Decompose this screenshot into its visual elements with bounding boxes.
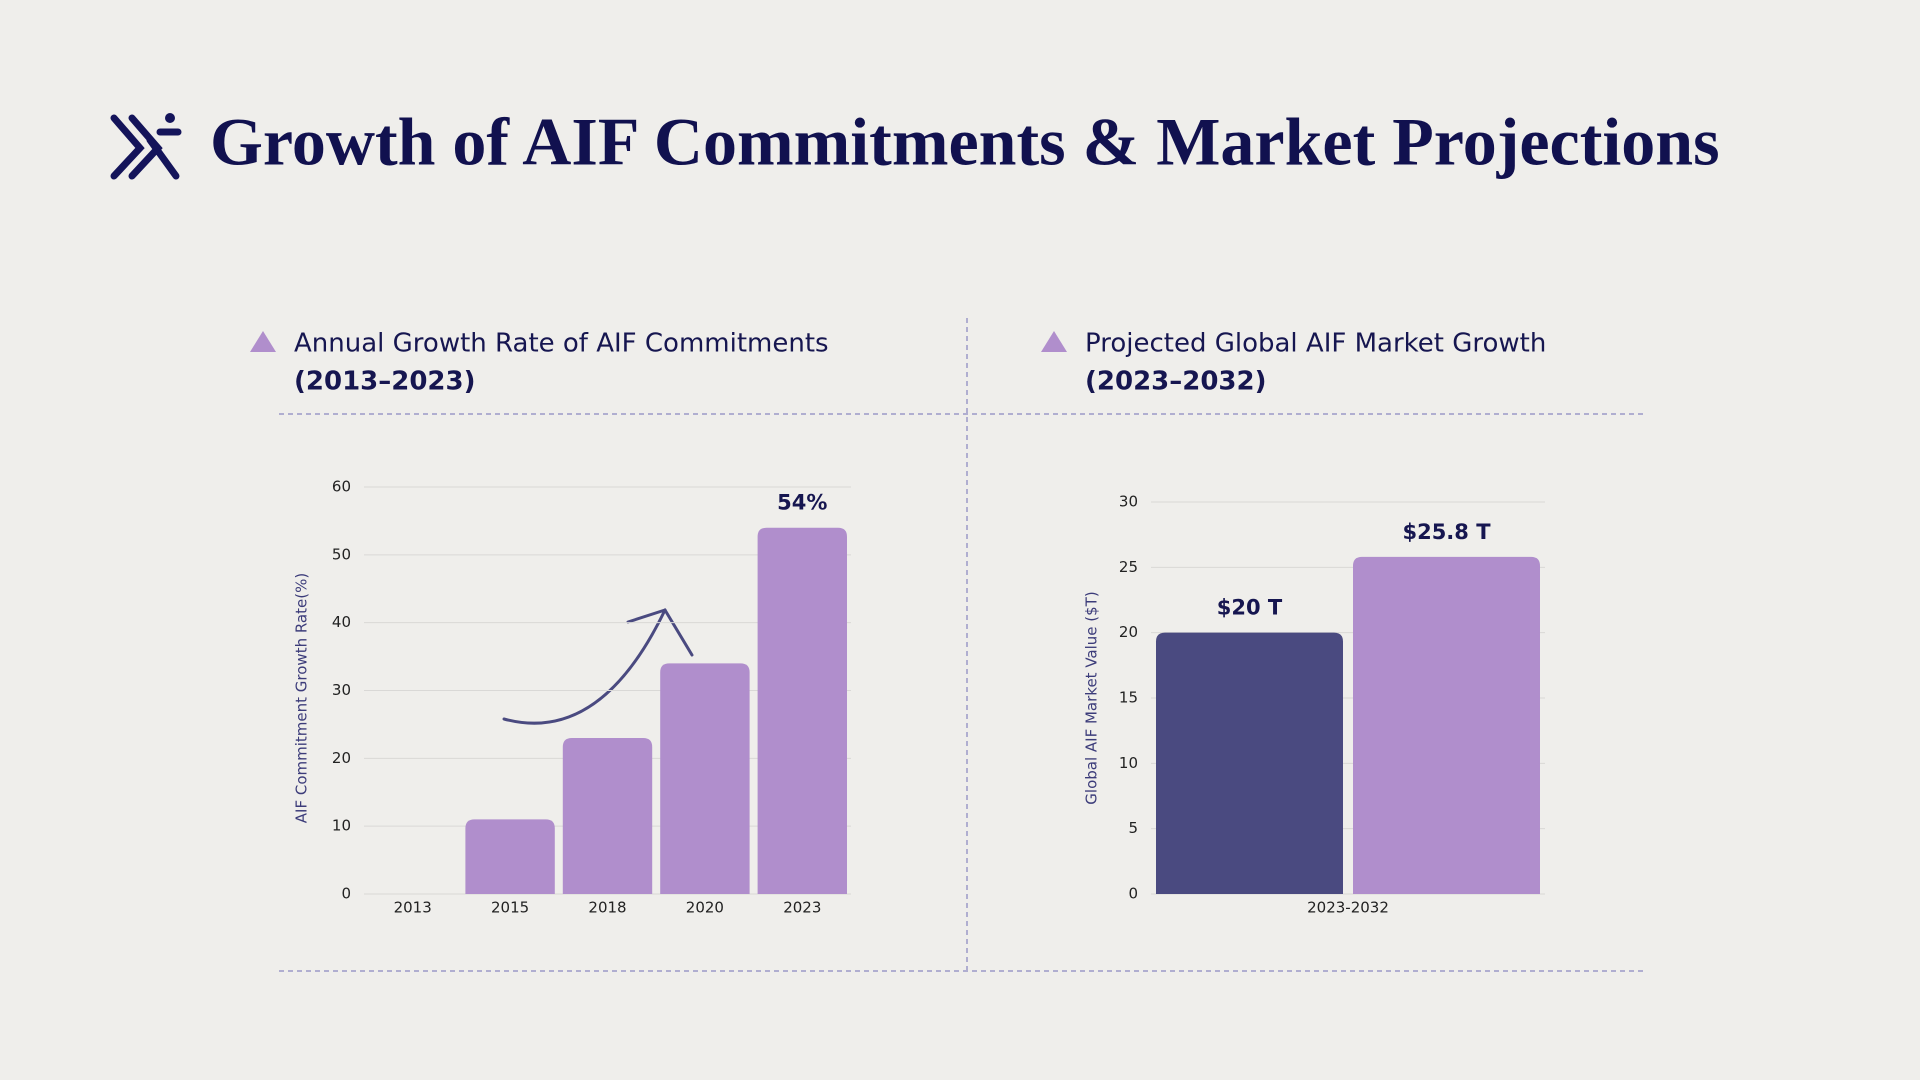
y-tick-label: 20 [332, 749, 351, 767]
y-tick-label: 20 [1119, 623, 1138, 641]
y-tick-label: 25 [1119, 558, 1138, 576]
chart-title: Annual Growth Rate of AIF Commitments [294, 329, 829, 359]
bar [660, 663, 750, 894]
y-tick-label: 0 [1128, 885, 1138, 903]
x-tick-label: 2013 [394, 899, 432, 917]
chart-subtitle: (2013–2023) [294, 367, 476, 397]
x-tick-label: 2018 [588, 899, 626, 917]
logo [110, 113, 182, 180]
value-label: $25.8 T [1402, 520, 1491, 544]
bar [465, 819, 555, 894]
y-tick-label: 10 [332, 817, 351, 835]
y-axis-title: Global AIF Market Value ($T) [1083, 591, 1101, 804]
bar [1156, 632, 1343, 894]
y-tick-label: 5 [1128, 819, 1138, 837]
value-label: $20 T [1217, 596, 1283, 620]
y-tick-label: 10 [1119, 754, 1138, 772]
x-tick-label: 2015 [491, 899, 529, 917]
y-tick-label: 40 [332, 613, 351, 631]
bullet [1041, 331, 1067, 352]
bullet [250, 331, 276, 352]
value-label: 54% [777, 491, 827, 515]
y-tick-label: 60 [332, 478, 351, 496]
growth-arrow [502, 608, 694, 725]
y-tick-label: 30 [332, 681, 351, 699]
y-tick-label: 30 [1119, 493, 1138, 511]
bar [757, 527, 847, 894]
bar [562, 737, 653, 894]
x-tick-label: 2020 [686, 899, 724, 917]
bar [1353, 556, 1540, 894]
chart-title: Projected Global AIF Market Growth [1085, 329, 1546, 359]
y-axis-title: AIF Commitment Growth Rate(%) [293, 573, 311, 823]
x-tick-label: 2023-2032 [1307, 899, 1389, 917]
chart-subtitle: (2023–2032) [1085, 367, 1267, 397]
x-tick-label: 2023 [783, 899, 821, 917]
y-tick-label: 0 [341, 885, 351, 903]
page-title: Growth of AIF Commitments & Market Proje… [210, 104, 1720, 180]
y-tick-label: 15 [1119, 689, 1138, 707]
y-tick-label: 50 [332, 545, 351, 563]
